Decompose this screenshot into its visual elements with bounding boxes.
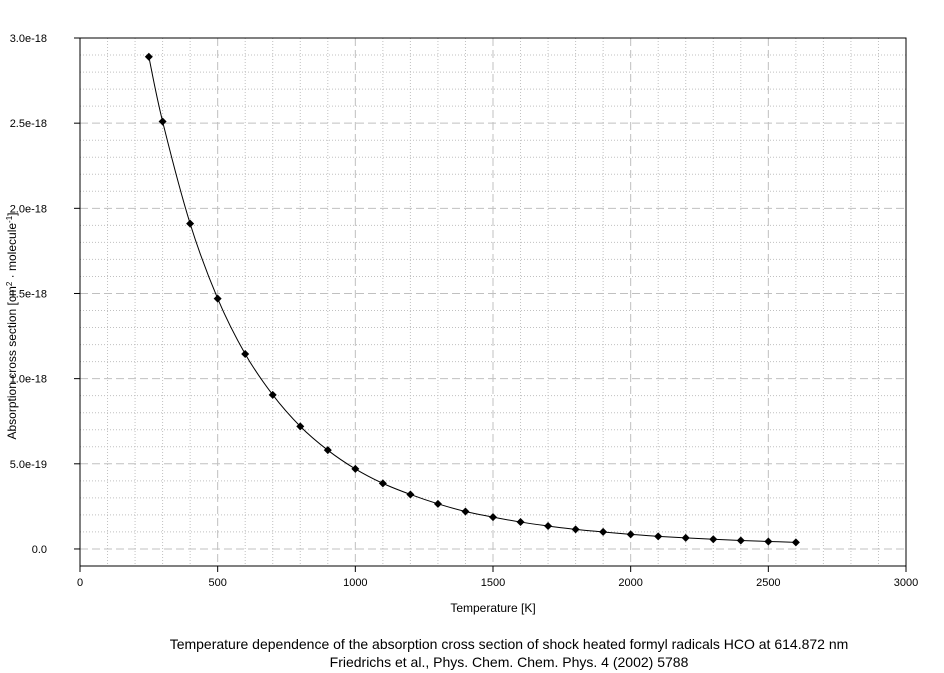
y-axis-title-sup2: -1 bbox=[5, 215, 14, 223]
x-axis-title: Temperature [K] bbox=[450, 601, 535, 615]
data-point bbox=[626, 530, 635, 539]
data-point bbox=[378, 479, 387, 488]
data-point bbox=[144, 52, 153, 61]
data-point bbox=[461, 507, 470, 516]
major-gridlines bbox=[80, 38, 906, 566]
data-point bbox=[213, 294, 222, 303]
data-point bbox=[571, 525, 580, 534]
x-tick-label: 3000 bbox=[894, 577, 918, 589]
data-point bbox=[736, 536, 745, 545]
data-point bbox=[599, 527, 608, 536]
data-point bbox=[709, 535, 718, 544]
y-tick-label: 0.0 bbox=[32, 544, 47, 556]
data-point bbox=[323, 446, 332, 455]
data-point bbox=[516, 518, 525, 527]
y-axis-title-sup1: 2 bbox=[5, 281, 14, 286]
y-tick-label: 3.0e-18 bbox=[10, 33, 47, 45]
y-axis-title: Absorption cross section [cm2 · molecule… bbox=[5, 212, 20, 439]
x-tick-label: 2000 bbox=[618, 577, 642, 589]
data-point bbox=[158, 117, 167, 126]
y-tick-label: 2.5e-18 bbox=[10, 118, 47, 130]
data-point bbox=[544, 521, 553, 530]
data-point bbox=[406, 490, 415, 499]
data-point bbox=[296, 422, 305, 431]
x-tick-label: 0 bbox=[77, 577, 83, 589]
y-tick-label: 1.5e-18 bbox=[10, 288, 47, 300]
series-line bbox=[148, 56, 796, 543]
y-axis-title-mid: · molecule bbox=[5, 223, 19, 282]
data-point bbox=[268, 390, 277, 399]
caption-line-1: Temperature dependence of the absorption… bbox=[169, 636, 849, 652]
y-tick-label: 2.0e-18 bbox=[10, 203, 47, 215]
y-tick-label: 5.0e-19 bbox=[10, 459, 47, 471]
data-point bbox=[351, 464, 360, 473]
data-point bbox=[681, 533, 690, 542]
x-tick-label: 500 bbox=[208, 577, 226, 589]
x-tick-label: 2500 bbox=[756, 577, 780, 589]
data-markers bbox=[144, 52, 800, 547]
minor-gridlines bbox=[80, 38, 906, 566]
caption-line-2: Friedrichs et al., Phys. Chem. Chem. Phy… bbox=[329, 654, 689, 670]
data-point bbox=[489, 513, 497, 522]
x-tick-label: 1500 bbox=[481, 577, 505, 589]
data-point bbox=[433, 499, 442, 508]
data-point bbox=[241, 349, 250, 358]
data-point bbox=[791, 538, 800, 547]
y-axis-ticks: 0.0 5.0e-19 1.0e-18 1.5e-18 2.0e-18 2.5e-18 3.… bbox=[10, 33, 80, 556]
y-axis-title-post: ] bbox=[5, 212, 19, 215]
y-axis-title-pre: Absorption cross section [cm bbox=[5, 286, 19, 439]
x-axis-ticks: 0 500 1000 1500 2000 2500 3000 bbox=[77, 566, 918, 589]
data-point bbox=[186, 219, 195, 228]
x-tick-label: 1000 bbox=[343, 577, 367, 589]
data-point bbox=[764, 537, 773, 546]
y-tick-label: 1.0e-18 bbox=[10, 374, 47, 386]
data-point bbox=[654, 532, 663, 541]
